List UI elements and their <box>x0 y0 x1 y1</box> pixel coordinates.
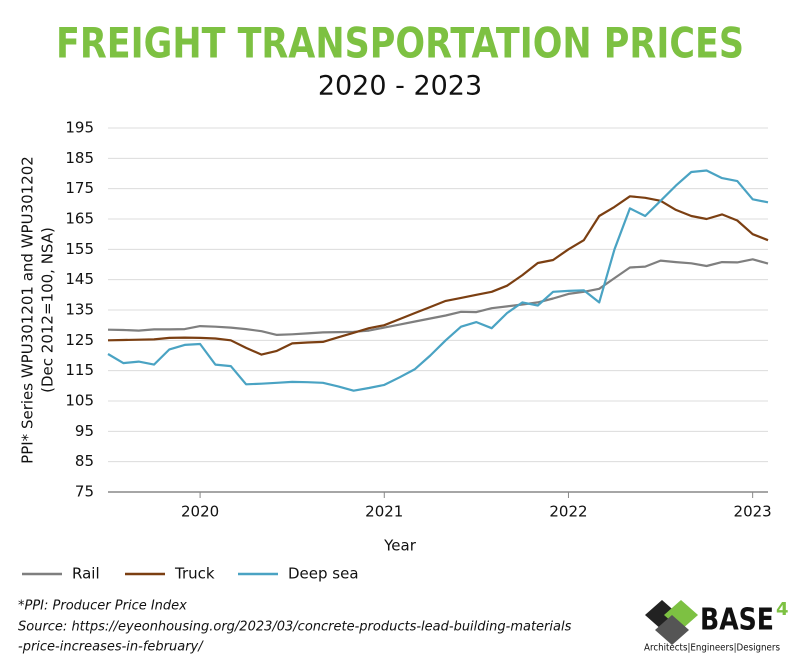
x-tick-label: 2020 <box>181 503 219 521</box>
y-tick-label: 185 <box>65 149 94 167</box>
footnote: -price-increases-in-february/ <box>18 640 204 655</box>
logo-shape <box>655 615 689 645</box>
legend-label: Rail <box>72 565 100 583</box>
y-tick-label: 115 <box>65 361 94 379</box>
logo-text: BASE <box>700 603 774 638</box>
legend-label: Deep sea <box>288 565 359 583</box>
series-line <box>107 169 769 392</box>
y-tick-label: 165 <box>65 210 94 228</box>
y-tick-label: 75 <box>75 483 94 501</box>
x-tick-label: 2022 <box>549 503 587 521</box>
chart-subtitle: 2020 - 2023 <box>318 71 482 102</box>
chart-title: FREIGHT TRANSPORTATION PRICES <box>56 19 744 68</box>
x-axis-label: Year <box>383 537 417 555</box>
y-tick-label: 95 <box>75 422 94 440</box>
legend-label: Truck <box>174 565 215 583</box>
x-tick-label: 2021 <box>365 503 403 521</box>
series-line <box>107 195 769 356</box>
y-tick-label: 145 <box>65 270 94 288</box>
x-tick-label: 2023 <box>734 503 772 521</box>
logo-tagline: Architects|Engineers|Designers <box>644 643 780 654</box>
y-tick-label: 155 <box>65 240 94 258</box>
y-axis-label: PPI* Series WPU301201 and WPU301202 <box>19 156 37 464</box>
logo-superscript: 4 <box>776 599 789 620</box>
footnote: *PPI: Producer Price Index <box>18 599 187 614</box>
y-tick-label: 125 <box>65 331 94 349</box>
y-tick-label: 195 <box>65 119 94 137</box>
footnote: Source: https://eyeonhousing.org/2023/03… <box>18 620 572 635</box>
series-line <box>107 258 769 336</box>
y-tick-label: 85 <box>75 452 94 470</box>
y-tick-label: 105 <box>65 392 94 410</box>
y-tick-label: 175 <box>65 179 94 197</box>
y-tick-label: 135 <box>65 301 94 319</box>
logo: BASE 4 Architects|Engineers|Designers <box>644 599 789 654</box>
y-axis-label: (Dec 2012=100, NSA) <box>39 227 57 393</box>
